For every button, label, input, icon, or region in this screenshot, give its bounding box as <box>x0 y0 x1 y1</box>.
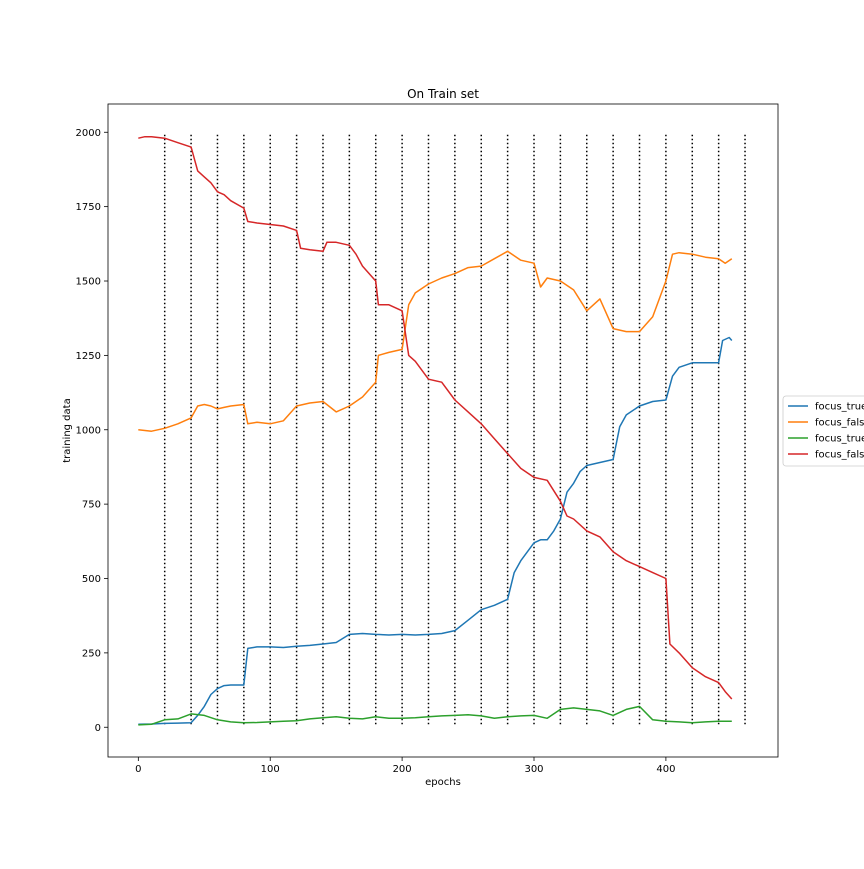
chart-title: On Train set <box>407 87 479 101</box>
x-tick-label-300: 300 <box>524 764 543 775</box>
axes-frame <box>107 103 779 758</box>
y-tick-label-1000: 1000 <box>76 425 101 436</box>
x-tick-label-100: 100 <box>261 764 280 775</box>
series-line-focus_true_pred_false <box>138 705 732 726</box>
y-tick-label-500: 500 <box>82 574 101 585</box>
y-tick-label-2000: 2000 <box>76 128 101 139</box>
x-tick-label-0: 0 <box>135 764 141 775</box>
plot-area: 0 100 200 300 400 0 250 500 750 1000 1250 1500 1750 2… <box>76 103 779 775</box>
series-line-focus_false_pred_true <box>138 250 733 432</box>
series-line-focus_true_pred_true <box>138 336 733 726</box>
series-line-focus_false_pred_false <box>138 135 733 700</box>
y-tick-label-1750: 1750 <box>76 202 101 213</box>
legend-label-focus_true_pred_true: focus_true_pred_true <box>815 402 864 413</box>
legend: focus_true_pred_true focus_false_pred_tru… <box>782 395 864 467</box>
x-axis-label: epochs <box>425 777 461 788</box>
y-axis-label: training data <box>62 398 73 462</box>
y-tick-label-1250: 1250 <box>76 351 101 362</box>
y-tick-label-1500: 1500 <box>76 277 101 288</box>
legend-frame <box>782 395 864 467</box>
y-tick-label-250: 250 <box>82 648 101 659</box>
x-tick-label-200: 200 <box>393 764 412 775</box>
x-tick-label-400: 400 <box>656 764 675 775</box>
y-tick-label-0: 0 <box>95 723 101 734</box>
legend-label-focus_true_pred_false: focus_true_pred_false <box>815 434 864 445</box>
y-tick-label-750: 750 <box>82 500 101 511</box>
legend-label-focus_false_pred_false: focus_false_pred_false <box>815 450 864 461</box>
legend-label-focus_false_pred_true: focus_false_pred_true <box>815 418 864 429</box>
